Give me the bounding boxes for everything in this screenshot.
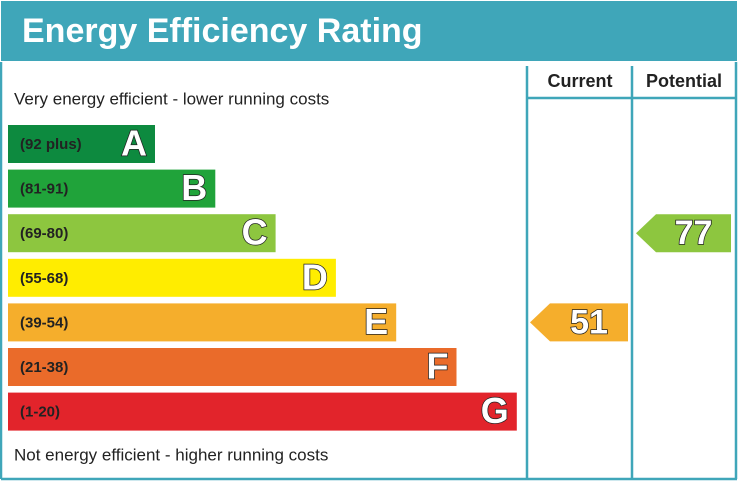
band-bar xyxy=(8,348,457,386)
band-bar xyxy=(8,214,276,253)
band-letter: C xyxy=(242,212,268,253)
rating-value: 51 xyxy=(570,303,608,341)
column-header: Potential xyxy=(646,71,722,91)
band-bar xyxy=(8,169,216,208)
band-bar xyxy=(8,125,155,163)
rating-arrow xyxy=(636,214,731,253)
band-range: (92 plus) xyxy=(20,136,82,153)
top-note: Very energy efficient - lower running co… xyxy=(14,89,329,108)
title-bar xyxy=(1,1,737,61)
band-letter: F xyxy=(427,346,449,387)
frame xyxy=(0,62,738,481)
chart-title: Energy Efficiency Rating xyxy=(22,12,423,50)
band-letter: E xyxy=(364,301,388,342)
band-range: (69-80) xyxy=(20,225,68,242)
band-bar xyxy=(8,303,397,342)
band-letter: A xyxy=(121,123,147,164)
bottom-note: Not energy efficient - higher running co… xyxy=(14,445,328,464)
band-range: (81-91) xyxy=(20,181,68,198)
band-range: (21-38) xyxy=(20,359,68,376)
band-letter: G xyxy=(481,390,509,431)
column-header: Current xyxy=(547,71,612,91)
band-letter: B xyxy=(181,167,207,208)
band-range: (39-54) xyxy=(20,314,68,331)
rating-arrow xyxy=(530,303,628,342)
band-letter: D xyxy=(302,256,328,297)
band-bar xyxy=(8,392,517,431)
band-range: (1-20) xyxy=(20,404,60,421)
rating-value: 77 xyxy=(675,214,713,252)
band-range: (55-68) xyxy=(20,270,68,287)
band-bar xyxy=(8,258,336,297)
